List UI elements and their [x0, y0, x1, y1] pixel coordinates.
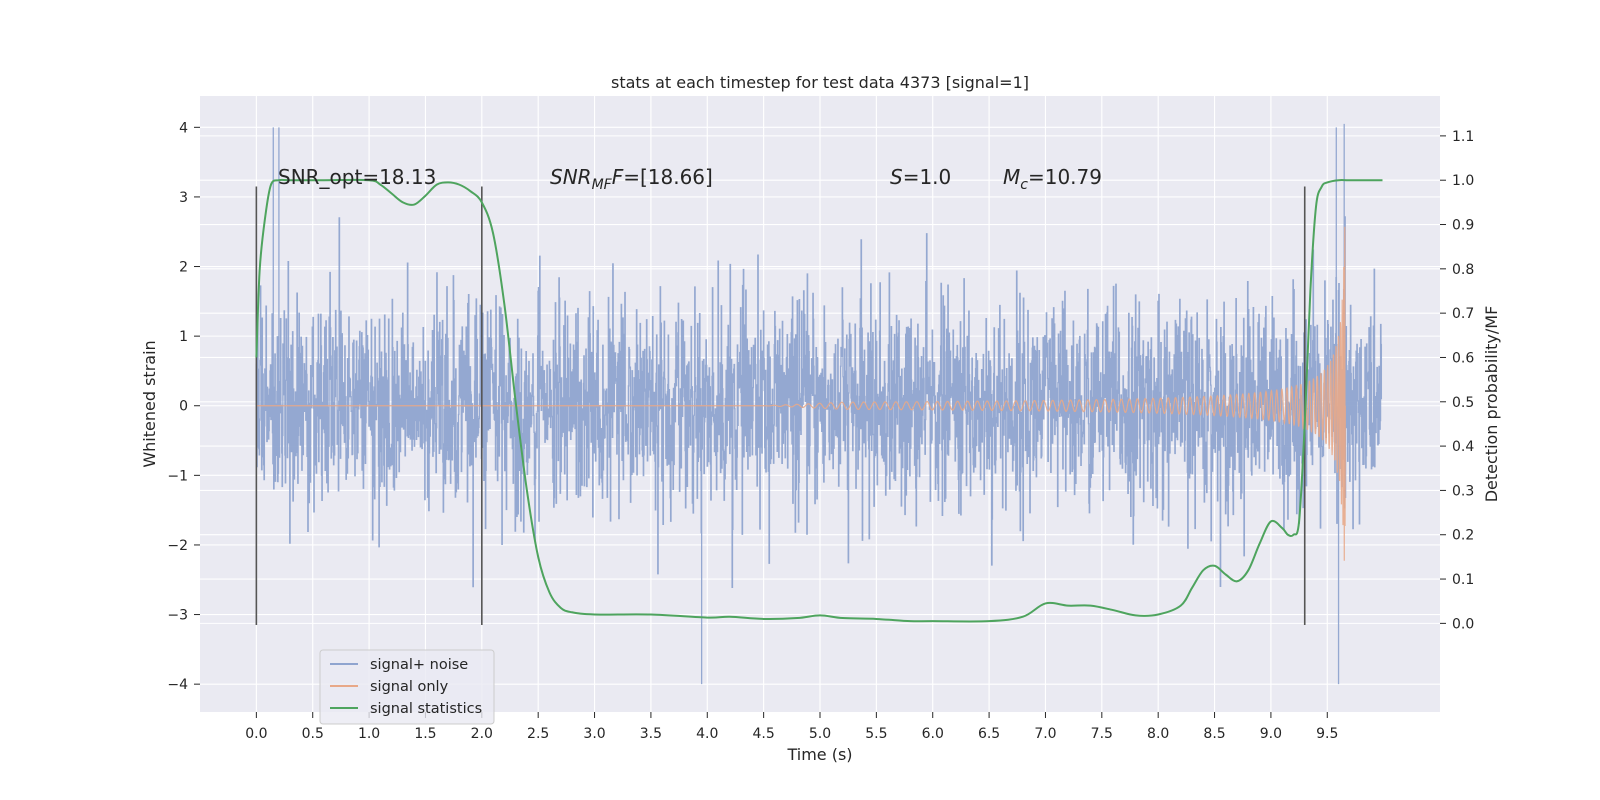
annotation-mc: Mc=10.79: [1003, 165, 1102, 193]
mc-value: =10.79: [1028, 165, 1102, 189]
legend-box: [319, 649, 495, 725]
x-tick-label: 4.0: [696, 726, 718, 742]
snr-mf-sub: MF: [592, 177, 613, 193]
y-tick-label-left: −4: [167, 677, 188, 693]
y-tick-label-right: 0.6: [1452, 350, 1474, 366]
tick-layer: 0.0 0.5 1.0 1.5 2.0 2.5 3.0 3.5 4.0 4.5 5.0 5.5 6.0 6…: [167, 120, 1474, 742]
y-tick-label-left: 4: [179, 120, 188, 136]
x-tick-label: 8.5: [1203, 726, 1225, 742]
annotation-s: S=1.0: [890, 165, 951, 189]
annotation-snr-mf: SNRMFF=[18.66]: [550, 165, 713, 193]
x-tick-label: 9.0: [1260, 726, 1282, 742]
x-tick-label: 6.0: [922, 726, 944, 742]
y-tick-label-left: 1: [179, 329, 188, 345]
snr-mf-f: F: [612, 165, 624, 189]
x-tick-label: 7.5: [1091, 726, 1113, 742]
y-tick-label-right: 0.9: [1452, 218, 1474, 234]
snr-mf-value: =[18.66]: [623, 165, 713, 189]
y-tick-label-left: −1: [167, 468, 188, 484]
mc-sub: c: [1020, 177, 1028, 193]
legend-label-signal: signal only: [370, 679, 449, 695]
series-line-signal-statistics: [255, 178, 1383, 623]
y-tick-label-right: 1.0: [1452, 173, 1474, 189]
x-tick-label: 6.5: [978, 726, 1000, 742]
y-tick-label-left: −3: [167, 608, 188, 624]
y-tick-label-right: 0.7: [1452, 306, 1474, 322]
x-axis-label: Time (s): [786, 745, 852, 764]
legend: signal+ noise signal only signal statist…: [319, 649, 495, 725]
x-tick-label: 4.5: [753, 726, 775, 742]
snr-mf-main: SNR: [550, 165, 592, 189]
y-tick-label-right: 0.8: [1452, 262, 1474, 278]
mc-main: M: [1003, 165, 1020, 189]
x-tick-label: 2.5: [527, 726, 549, 742]
y-tick-label-left: 0: [179, 399, 188, 415]
x-tick-label: 5.0: [809, 726, 831, 742]
series-line-signal-only: [256, 226, 1346, 561]
s-main: S: [890, 165, 903, 189]
x-tick-label: 5.5: [865, 726, 887, 742]
y-tick-label-left: 3: [179, 190, 188, 206]
y-tick-label-right: 0.2: [1452, 528, 1474, 544]
s-value: =1.0: [903, 165, 952, 189]
x-tick-label: 2.0: [471, 726, 493, 742]
y-tick-label-right: 0.0: [1452, 616, 1474, 632]
y-tick-label-right: 0.1: [1452, 572, 1474, 588]
x-tick-label: 3.5: [640, 726, 662, 742]
y-tick-label-left: 2: [179, 260, 188, 276]
x-tick-label: 1.5: [414, 726, 436, 742]
y-tick-label-left: −2: [167, 538, 188, 554]
signal-series: [256, 226, 1346, 561]
chart-title: stats at each timestep for test data 437…: [611, 73, 1029, 92]
x-tick-label: 8.0: [1147, 726, 1169, 742]
x-tick-label: 3.0: [583, 726, 605, 742]
legend-label-noise: signal+ noise: [370, 657, 468, 673]
x-tick-label: 7.0: [1034, 726, 1056, 742]
y-tick-label-right: 0.3: [1452, 483, 1474, 499]
x-tick-label: 1.0: [358, 726, 380, 742]
y-tick-label-right: 0.4: [1452, 439, 1474, 455]
y-axis-label-left: Whitened strain: [140, 340, 159, 467]
statistics-series: [255, 178, 1383, 623]
legend-label-statistics: signal statistics: [370, 701, 482, 717]
y-tick-label-right: 0.5: [1452, 395, 1474, 411]
y-axis-label-right: Detection probability/MF: [1482, 306, 1501, 503]
x-tick-label: 0.5: [302, 726, 324, 742]
x-tick-label: 9.5: [1316, 726, 1338, 742]
y-tick-label-right: 1.1: [1452, 129, 1474, 145]
annotation-snr-opt: SNR_opt=18.13: [278, 165, 436, 189]
x-tick-label: 0.0: [245, 726, 267, 742]
